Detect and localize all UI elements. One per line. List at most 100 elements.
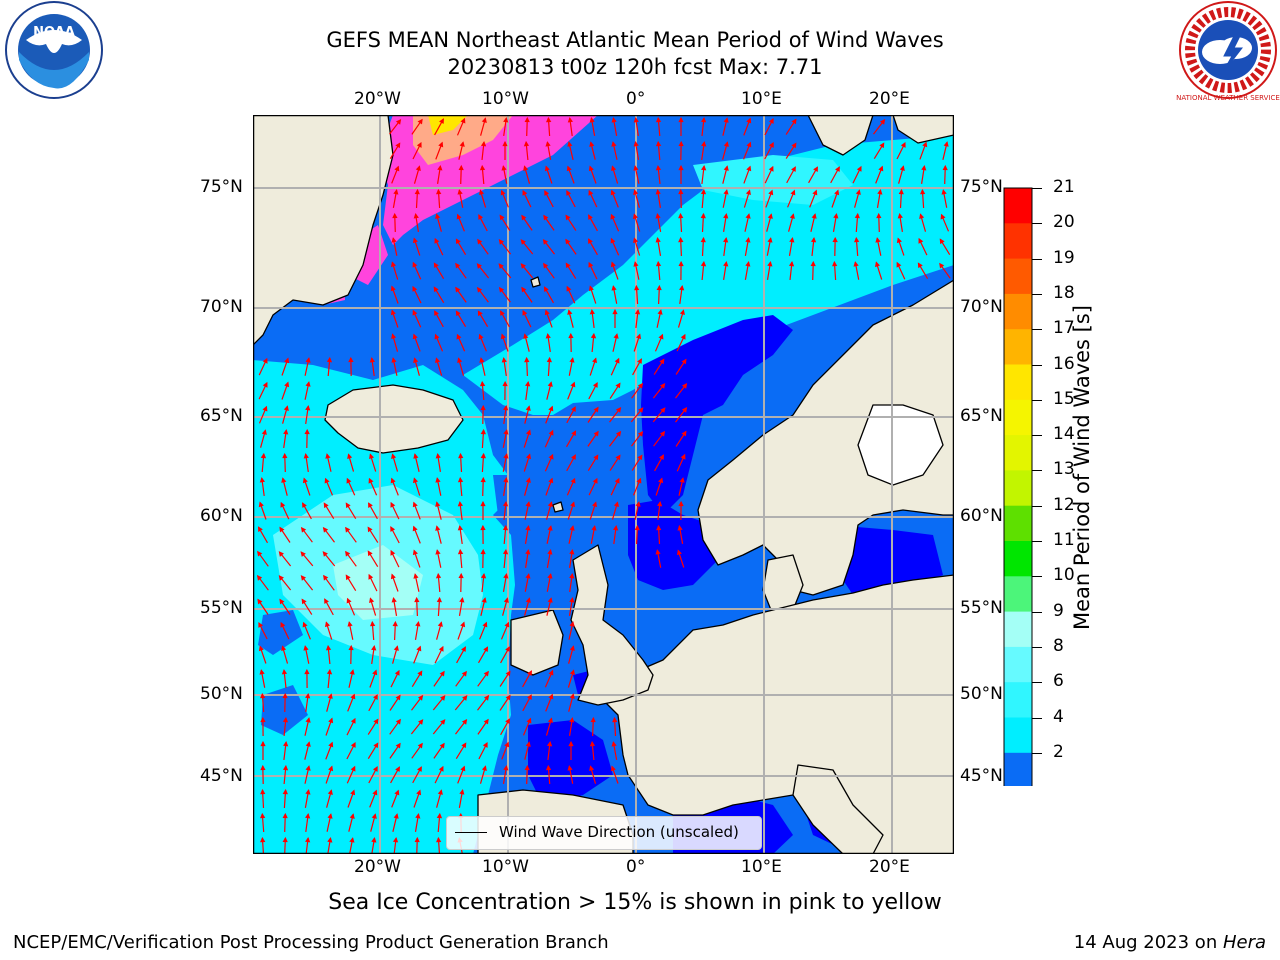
lat-label-right-65n: 65°N — [960, 406, 1003, 426]
wave-direction-arrowhead — [326, 668, 333, 675]
wave-direction-arrowhead — [875, 237, 881, 243]
wave-direction-arrowhead — [548, 669, 554, 676]
wave-direction-arrowhead — [700, 236, 706, 243]
wave-direction-arrowhead — [367, 550, 373, 557]
wave-direction-arrowhead — [503, 476, 509, 483]
lon-label-top-0: 0° — [626, 89, 646, 109]
colorbar-tick-label: 8 — [1053, 635, 1064, 656]
wave-direction-arrowhead — [394, 789, 400, 796]
wave-direction-arrowhead — [412, 309, 418, 316]
wave-direction-arrowhead — [283, 741, 289, 747]
wave-direction-arrowhead — [413, 213, 419, 219]
wave-direction-arrowhead — [395, 119, 402, 125]
wave-direction-arrowhead — [456, 213, 462, 220]
wave-direction-arrowhead — [656, 284, 662, 291]
wave-direction-arrowhead — [897, 213, 903, 219]
wave-direction-arrowhead — [879, 142, 885, 149]
colorbar-tick-mark — [1032, 399, 1042, 401]
wave-direction-arrowhead — [325, 453, 331, 459]
wave-direction-arrowhead — [503, 765, 509, 771]
wave-direction-arrowhead — [525, 405, 531, 411]
wave-direction-arrowhead — [791, 166, 796, 172]
wave-direction-arrowhead — [570, 477, 576, 484]
wave-direction-arrowhead — [767, 261, 773, 267]
land-svalbard — [807, 115, 874, 156]
colorbar-tick-mark — [1032, 470, 1042, 472]
wave-direction-arrowhead — [328, 765, 334, 772]
wave-direction-arrowhead — [436, 812, 443, 819]
wave-direction-arrowhead — [435, 572, 442, 579]
wave-direction-arrowhead — [633, 261, 639, 267]
wave-direction-arrowhead — [569, 716, 575, 723]
wave-direction-arrowhead — [659, 454, 664, 460]
wave-direction-arrowhead — [433, 262, 439, 269]
wave-direction-arrowhead — [505, 670, 511, 677]
wave-direction-arrowhead — [524, 356, 530, 363]
wave-direction-arrowhead — [412, 237, 418, 244]
lon-label-bottom-20w: 20°W — [354, 857, 401, 877]
wave-direction-arrowhead — [478, 333, 484, 340]
wave-direction-arrowhead — [854, 236, 860, 243]
colorbar-band — [1004, 752, 1032, 786]
wave-direction-arrowhead — [500, 310, 505, 316]
colorbar-tick-label: 20 — [1053, 212, 1075, 233]
wave-direction-arrowhead — [367, 526, 373, 533]
wave-direction-arrowhead — [301, 598, 307, 605]
wave-direction-arrowhead — [416, 142, 422, 148]
wave-direction-arrowhead — [260, 836, 266, 843]
wave-direction-arrowhead — [348, 644, 354, 651]
colorbar-band — [1004, 717, 1032, 754]
wave-direction-arrowhead — [460, 117, 466, 124]
wave-direction-arrowhead — [279, 598, 285, 605]
wave-direction-arrowhead — [791, 142, 797, 149]
wave-direction-arrowhead — [678, 188, 684, 195]
land-ireland — [510, 609, 564, 676]
wave-direction-arrowhead — [412, 285, 418, 292]
colorbar-tick-label: 17 — [1053, 318, 1075, 339]
wave-direction-arrowhead — [525, 548, 531, 555]
wave-direction-arrowhead — [613, 333, 619, 339]
wave-direction-arrowhead — [791, 118, 797, 125]
wave-direction-arrowhead — [545, 333, 551, 339]
wave-direction-arrowhead — [346, 597, 352, 604]
wave-direction-arrowhead — [434, 310, 439, 316]
wave-direction-arrowhead — [745, 189, 751, 196]
wave-direction-arrowhead — [835, 166, 840, 172]
wave-direction-arrowhead — [436, 188, 442, 195]
wave-direction-arrowhead — [659, 383, 666, 389]
colorbar-tick-mark — [1032, 717, 1042, 719]
wave-direction-arrowhead — [327, 789, 333, 796]
wave-direction-arrowhead — [260, 716, 266, 723]
wave-direction-arrowhead — [746, 117, 752, 124]
wave-direction-arrowhead — [282, 836, 288, 843]
wave-direction-arrowhead — [634, 524, 640, 531]
wave-direction-arrowhead — [350, 789, 356, 796]
wave-direction-arrowhead — [394, 669, 400, 676]
colorbar-tick-label: 4 — [1053, 706, 1064, 727]
wave-direction-arrowhead — [436, 836, 442, 843]
wave-direction-arrowhead — [479, 164, 486, 171]
colorbar-tick-label: 2 — [1053, 741, 1064, 762]
wave-direction-arrowhead — [476, 286, 483, 293]
wave-direction-arrowhead — [789, 237, 795, 243]
wave-direction-arrowhead — [633, 189, 639, 196]
wave-direction-arrowhead — [368, 477, 374, 484]
wave-direction-arrowhead — [637, 382, 644, 389]
wave-direction-arrowhead — [390, 573, 396, 580]
noaa-logo: NOAA — [5, 1, 103, 99]
wave-direction-arrowhead — [483, 718, 489, 725]
wave-direction-arrowhead — [571, 430, 577, 437]
lon-label-top-20e: 20°E — [869, 89, 910, 109]
wave-direction-arrowhead — [681, 430, 687, 437]
wave-direction-arrowhead — [461, 719, 468, 725]
nws-logo-ring-text: NATIONAL WEATHER SERVICE — [1176, 94, 1280, 102]
wave-direction-arrowhead — [896, 261, 902, 268]
wave-direction-arrowhead — [503, 429, 509, 435]
wave-direction-arrowhead — [327, 837, 333, 843]
wave-direction-arrowhead — [634, 309, 641, 315]
footer-date-text: 14 Aug 2023 on — [1073, 932, 1223, 953]
wave-direction-arrowhead — [324, 621, 331, 628]
wave-direction-arrowhead — [679, 309, 685, 316]
wave-direction-arrowhead — [498, 239, 505, 245]
wave-direction-arrowhead — [545, 764, 552, 771]
